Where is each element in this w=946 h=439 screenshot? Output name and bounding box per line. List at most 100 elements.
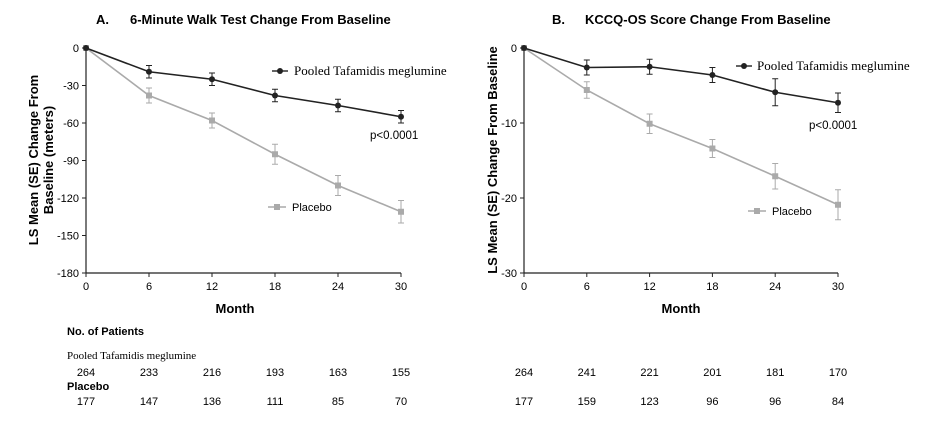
patients-count: 136 [203, 396, 221, 408]
series-line [85, 47, 402, 118]
data-point [335, 102, 341, 109]
data-point [146, 92, 152, 99]
data-point [398, 113, 404, 120]
data-point [272, 92, 278, 99]
y-tick-label: -30 [63, 81, 79, 93]
patients-group-tafamidis: Pooled Tafamidis meglumine [67, 350, 196, 362]
legend-marker-tafamidis [741, 63, 747, 69]
data-point [772, 89, 779, 96]
x-tick-label: 0 [521, 281, 527, 293]
data-point [646, 120, 653, 127]
panel-a-6mwt: A. 6-Minute Walk Test Change From Baseli… [26, 12, 447, 316]
patients-count: 111 [267, 396, 284, 408]
panel-a-title: 6-Minute Walk Test Change From Baseline [130, 12, 391, 27]
patients-count: 123 [640, 396, 658, 408]
patients-header: No. of Patients [67, 326, 144, 338]
y-tick-label: -150 [57, 231, 79, 243]
data-point [709, 145, 716, 152]
data-point [772, 173, 779, 180]
patients-count: 233 [140, 367, 158, 379]
y-tick-label: -10 [501, 118, 517, 130]
patients-count: 170 [829, 367, 847, 379]
panel-a-label: A. [96, 12, 109, 27]
x-tick-label: 6 [584, 281, 590, 293]
patients-count: 177 [77, 396, 95, 408]
x-tick-label: 12 [643, 281, 655, 293]
x-tick-label: 6 [146, 281, 152, 293]
panel-b-pvalue: p<0.0001 [809, 120, 857, 132]
patients-count: 201 [703, 367, 721, 379]
data-point [83, 45, 89, 51]
data-point [646, 63, 653, 70]
patients-count: 193 [266, 367, 284, 379]
panel-b-xlabel: Month [662, 301, 701, 316]
patients-count: 70 [395, 396, 407, 408]
patients-group-placebo: Placebo [67, 381, 109, 393]
panel-b-ylabel: LS Mean (SE) Change From Baseline [485, 46, 500, 274]
data-point [583, 64, 590, 71]
panel-b-title: KCCQ-OS Score Change From Baseline [585, 12, 831, 27]
legend-marker-placebo [754, 208, 760, 214]
data-point [209, 117, 215, 124]
series-line [85, 47, 402, 213]
y-tick-label: -30 [501, 268, 517, 280]
legend-label-placebo: Placebo [292, 202, 332, 214]
patients-count: 159 [578, 396, 596, 408]
panel-a-xlabel: Month [216, 301, 255, 316]
patients-values: 264 233 216 193 163 155 177 147 136 111 85 70 264 241… [77, 367, 847, 408]
patients-count: 96 [706, 396, 718, 408]
legend-label-placebo: Placebo [772, 206, 812, 218]
x-tick-label: 0 [83, 281, 89, 293]
y-tick-label: 0 [511, 43, 517, 55]
x-tick-label: 24 [769, 281, 781, 293]
panel-b-kccq: B. KCCQ-OS Score Change From Baseline LS… [485, 12, 910, 316]
y-tick-label: -180 [57, 268, 79, 280]
y-tick-label: 0 [73, 43, 79, 55]
patients-count: 264 [77, 367, 95, 379]
panel-a-axes: 0 -30 -60 -90 -120 -150 -180 0 6 12 18 24 30 [57, 43, 407, 293]
panel-b-series [521, 45, 841, 221]
data-point [835, 99, 841, 106]
y-tick-label: -90 [63, 156, 79, 168]
panel-b-legend-tafamidis: Pooled Tafamidis meglumine [736, 58, 910, 73]
patients-count: 177 [515, 396, 533, 408]
x-tick-label: 18 [269, 281, 281, 293]
panel-a-pvalue: p<0.0001 [370, 130, 418, 142]
legend-label-tafamidis: Pooled Tafamidis meglumine [757, 58, 910, 73]
data-point [272, 151, 278, 158]
panel-a-ylabel-line1: LS Mean (SE) Change From [26, 75, 41, 245]
x-tick-label: 30 [832, 281, 844, 293]
panel-b-legend-placebo: Placebo [748, 206, 812, 218]
x-tick-label: 12 [206, 281, 218, 293]
patients-table: No. of Patients Pooled Tafamidis meglumi… [67, 326, 847, 408]
data-point [583, 87, 590, 93]
series-line [523, 47, 839, 206]
panel-a-series [83, 45, 404, 224]
patients-count: 181 [766, 367, 784, 379]
patients-count: 221 [640, 367, 658, 379]
series-line [523, 47, 839, 104]
data-point [335, 182, 341, 189]
panel-b-axes: 0 -10 -20 -30 0 6 12 18 24 30 [501, 43, 844, 293]
panel-a-legend-tafamidis: Pooled Tafamidis meglumine [272, 63, 447, 78]
x-tick-label: 18 [706, 281, 718, 293]
legend-label-tafamidis: Pooled Tafamidis meglumine [294, 63, 447, 78]
patients-count: 264 [515, 367, 533, 379]
panel-a-ylabel-line2: Baseline (meters) [41, 106, 56, 214]
data-point [709, 72, 716, 78]
patients-count: 96 [769, 396, 781, 408]
x-tick-label: 30 [395, 281, 407, 293]
y-tick-label: -120 [57, 193, 79, 205]
data-point [209, 76, 215, 83]
patients-count: 241 [578, 367, 596, 379]
patients-count: 155 [392, 367, 410, 379]
data-point [835, 201, 841, 208]
x-tick-label: 24 [332, 281, 344, 293]
legend-marker-placebo [274, 204, 280, 210]
data-point [146, 68, 152, 75]
panel-b-label: B. [552, 12, 565, 27]
y-tick-label: -20 [501, 193, 517, 205]
patients-count: 84 [832, 396, 844, 408]
data-point [398, 208, 404, 215]
